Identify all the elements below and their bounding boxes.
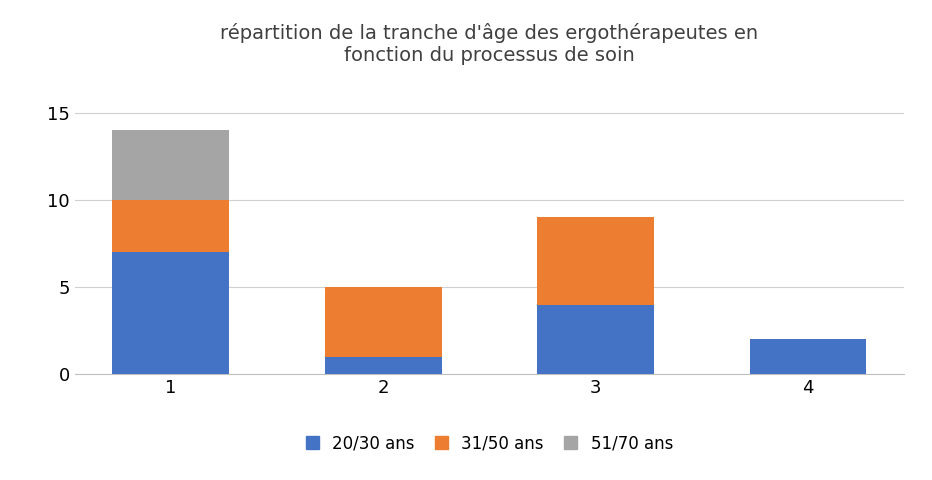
Bar xyxy=(112,252,229,374)
Bar xyxy=(324,287,442,357)
Title: répartition de la tranche d'âge des ergothérapeutes en
fonction du processus de : répartition de la tranche d'âge des ergo… xyxy=(220,24,759,65)
Bar xyxy=(112,200,229,252)
Bar xyxy=(537,305,654,374)
Bar xyxy=(324,357,442,374)
Bar xyxy=(112,130,229,200)
Legend: 20/30 ans, 31/50 ans, 51/70 ans: 20/30 ans, 31/50 ans, 51/70 ans xyxy=(306,434,673,453)
Bar xyxy=(749,339,867,374)
Bar xyxy=(537,217,654,305)
